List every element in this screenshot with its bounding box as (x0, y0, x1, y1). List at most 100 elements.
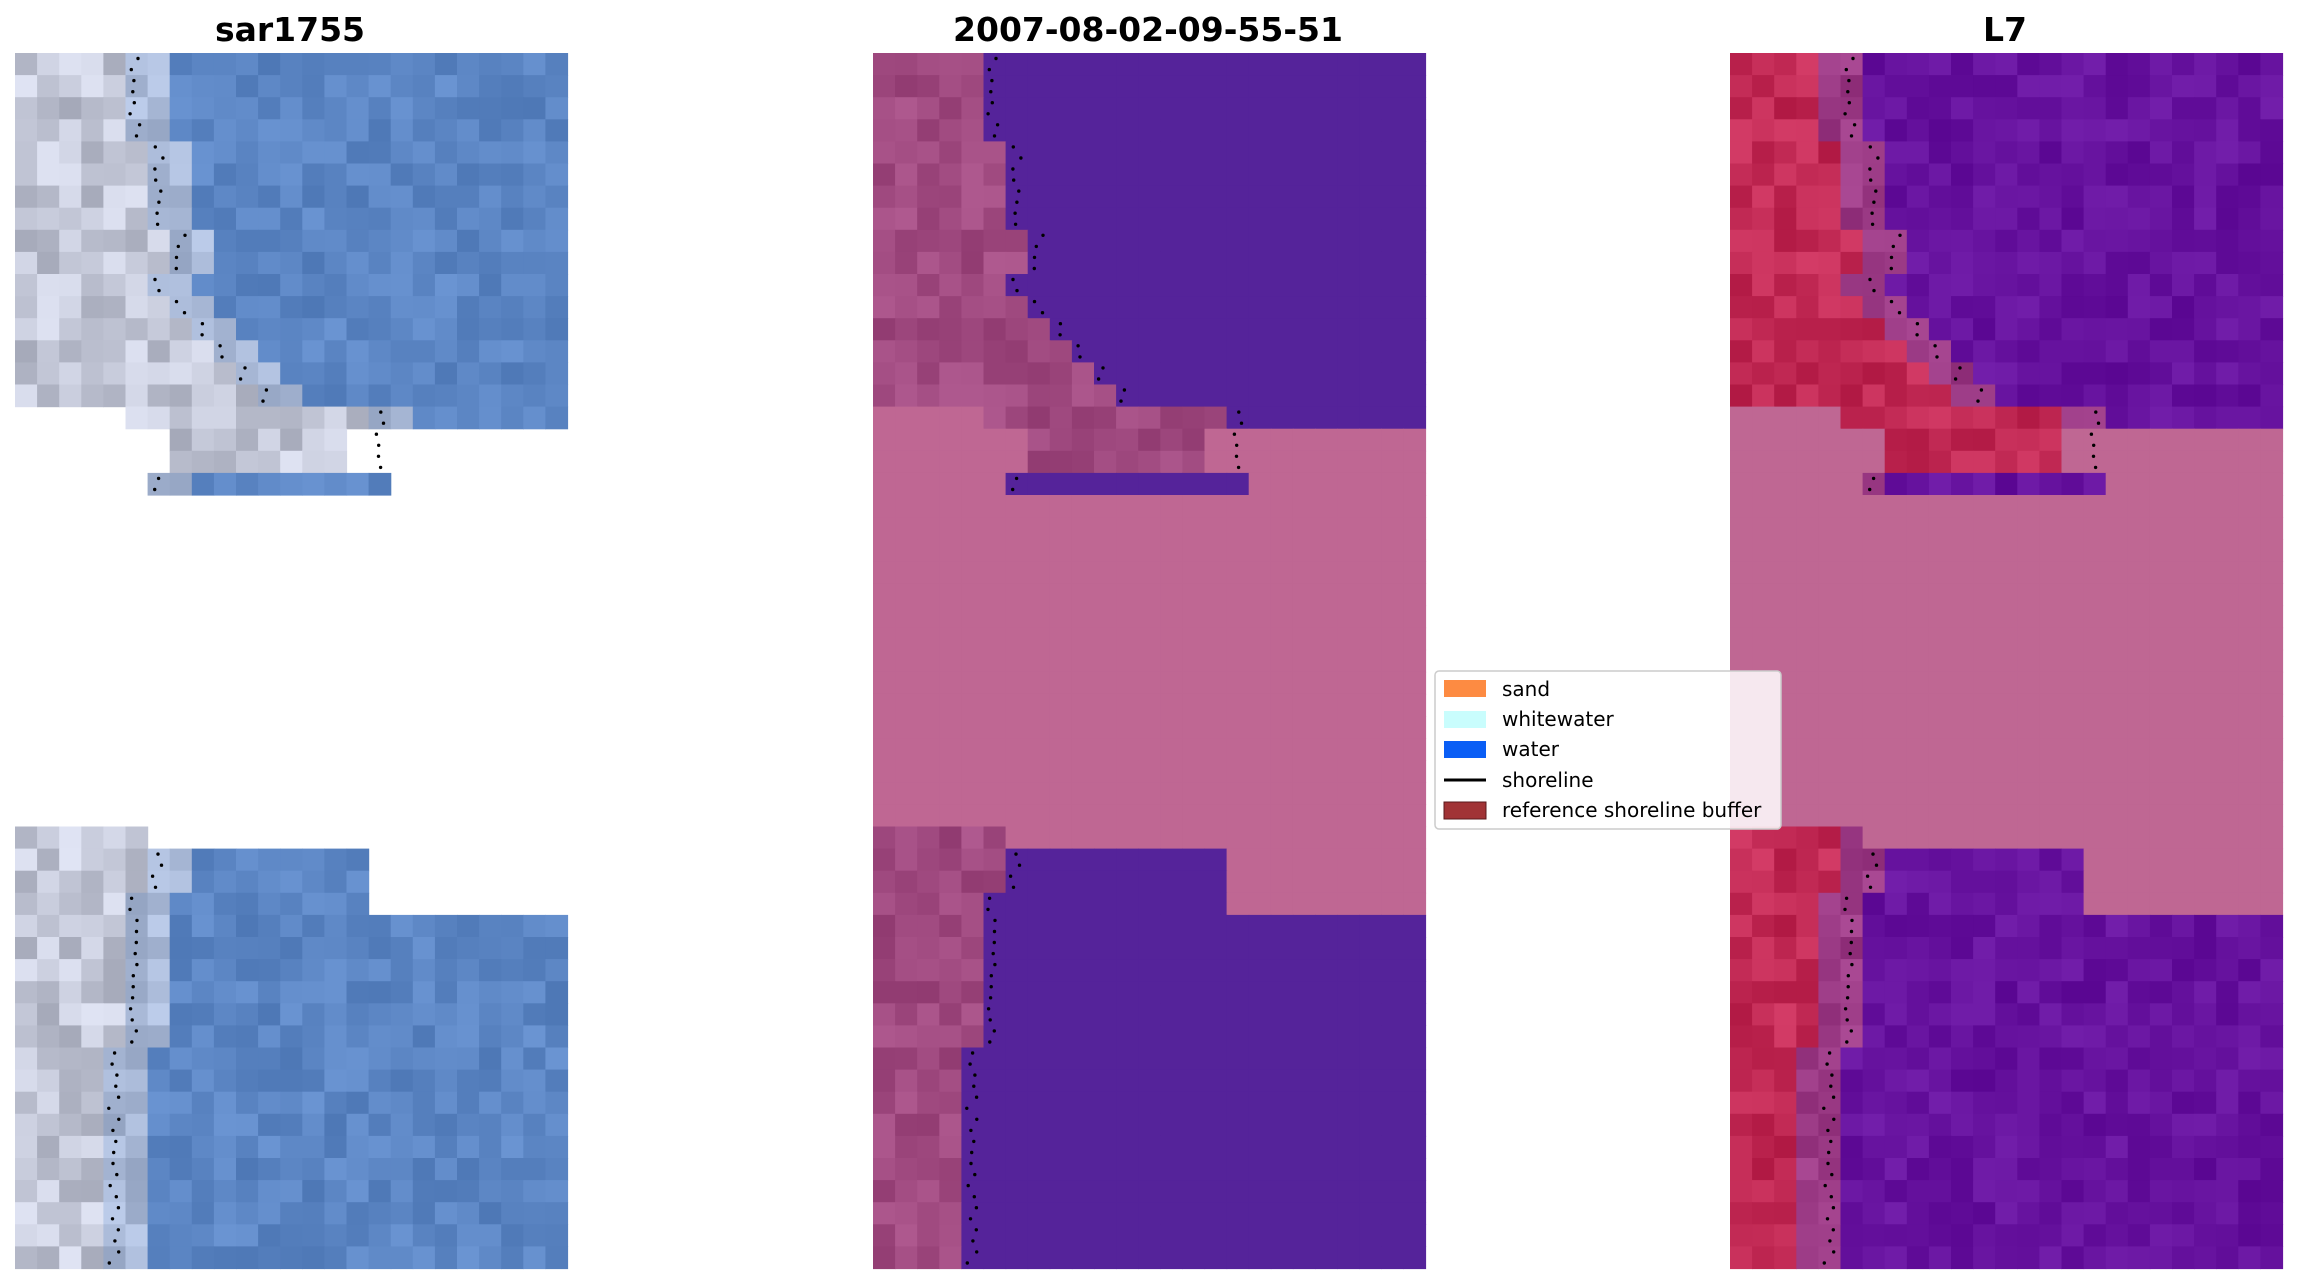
pixel-cell (1292, 340, 1316, 363)
pixel-cell (37, 914, 60, 938)
pixel-cell (1204, 1113, 1228, 1137)
pixel-cell (1951, 561, 1974, 584)
pixel-cell (917, 738, 940, 761)
pixel-cell (1337, 141, 1360, 165)
pixel-cell (258, 362, 281, 386)
pixel-cell (2105, 428, 2129, 452)
pixel-cell (545, 1135, 569, 1159)
pixel-cell (169, 163, 193, 187)
pixel-cell (2083, 428, 2107, 452)
shoreline-point (113, 1239, 117, 1243)
pixel-cell (1160, 583, 1183, 607)
pixel-cell (939, 1003, 962, 1026)
pixel-cell (1840, 472, 1864, 496)
pixel-cell (545, 1025, 569, 1049)
pixel-cell (1840, 97, 1864, 120)
pixel-cell (1359, 649, 1382, 673)
pixel-cell (1094, 406, 1117, 430)
pixel-cell (2105, 649, 2129, 673)
shoreline-point (995, 123, 1000, 127)
pixel-cell (1005, 495, 1029, 518)
pixel-cell (1381, 693, 1404, 717)
shoreline-point (1870, 222, 1875, 226)
pixel-cell (59, 848, 82, 872)
pixel-cell (1730, 1224, 1753, 1247)
shoreline-point (988, 1040, 992, 1044)
pixel-cell (939, 119, 962, 142)
pixel-cell (1315, 937, 1338, 960)
pixel-cell (412, 1047, 436, 1071)
pixel-cell (191, 251, 215, 275)
pixel-cell (457, 1224, 480, 1247)
pixel-cell (939, 472, 962, 496)
pixel-cell (2127, 1224, 2151, 1247)
pixel-cell (1951, 97, 1974, 120)
pixel-cell (873, 1180, 896, 1203)
pixel-cell (368, 53, 392, 76)
pixel-cell (125, 870, 149, 894)
pixel-cell (1182, 163, 1206, 187)
pixel-cell (15, 1180, 38, 1203)
pixel-cell (1995, 340, 2018, 363)
pixel-cell (368, 318, 392, 341)
pixel-cell (1973, 716, 1996, 739)
pixel-cell (1116, 981, 1139, 1004)
pixel-cell (2194, 340, 2217, 363)
pixel-cell (258, 163, 281, 187)
pixel-cell (1862, 229, 1886, 253)
pixel-cell (2238, 716, 2261, 739)
pixel-cell (37, 318, 60, 341)
pixel-cell (1204, 671, 1228, 695)
pixel-cell (368, 1135, 392, 1159)
pixel-cell (125, 892, 149, 916)
pixel-cell (2238, 1003, 2261, 1026)
pixel-cell (302, 1069, 325, 1093)
pixel-cell (258, 141, 281, 165)
shoreline-point (1032, 266, 1037, 271)
pixel-cell (1005, 1135, 1029, 1159)
pixel-cell (961, 229, 985, 253)
pixel-cell (961, 163, 985, 187)
pixel-cell (1182, 671, 1206, 695)
pixel-cell (1951, 1113, 1974, 1137)
pixel-cell (125, 141, 149, 165)
pixel-cell (1403, 959, 1427, 982)
pixel-cell (1270, 119, 1294, 142)
pixel-cell (2127, 318, 2151, 341)
pixel-cell (545, 229, 569, 253)
pixel-cell (2172, 870, 2195, 894)
pixel-cell (1049, 517, 1073, 540)
pixel-cell (2260, 627, 2284, 651)
pixel-cell (213, 870, 237, 894)
pixel-cell (59, 959, 82, 982)
pixel-cell (1204, 384, 1228, 408)
pixel-cell (1292, 1003, 1316, 1026)
pixel-cell (1226, 207, 1250, 231)
pixel-cell (1248, 1091, 1272, 1115)
pixel-cell (961, 97, 985, 120)
pixel-cell (169, 937, 193, 960)
shoreline-point (1846, 985, 1850, 989)
pixel-cell (1005, 1246, 1029, 1270)
shoreline-point (989, 90, 993, 94)
pixel-cell (81, 1135, 104, 1159)
pixel-cell (1752, 826, 1775, 850)
shoreline-point (153, 487, 157, 492)
shoreline-point (1915, 333, 1919, 337)
pixel-cell (1182, 826, 1206, 850)
pixel-cell (2105, 362, 2129, 386)
pixel-cell (1381, 1047, 1404, 1071)
pixel-cell (2105, 141, 2129, 165)
pixel-cell (103, 848, 127, 872)
pixel-cell (1862, 671, 1886, 695)
pixel-cell (368, 97, 392, 120)
pixel-cell (236, 1224, 259, 1247)
pixel-cell (434, 362, 458, 386)
pixel-cell (1995, 119, 2018, 142)
pixel-cell (523, 251, 546, 275)
pixel-cell (895, 1246, 918, 1270)
pixel-cell (523, 97, 546, 120)
pixel-cell (2194, 274, 2217, 297)
pixel-cell (1160, 826, 1183, 850)
pixel-cell (961, 914, 985, 938)
